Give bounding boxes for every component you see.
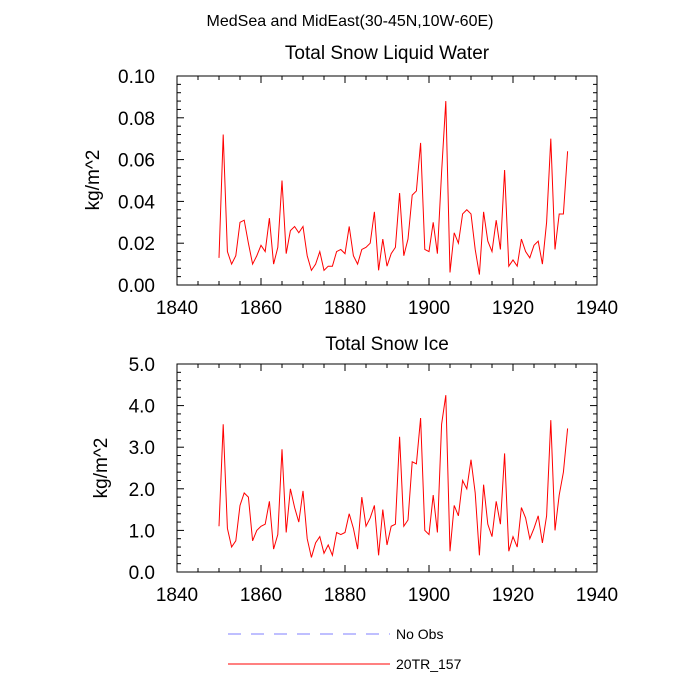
y-axis-label: kg/m^2 xyxy=(83,150,104,211)
x-tick-label: 1840 xyxy=(156,298,198,319)
chart-snow-ice: Total Snow Ice kg/m^2 1840 1860 1880 1900 19… xyxy=(91,334,618,606)
y-tick-label: 0.10 xyxy=(118,67,155,88)
legend-label-no-obs: No Obs xyxy=(396,626,443,642)
x-tick-label: 1860 xyxy=(240,585,282,606)
x-tick-label: 1940 xyxy=(576,585,618,606)
plot-frame xyxy=(176,75,598,286)
y-tick-label: 0.00 xyxy=(118,276,155,297)
x-tick-label: 1900 xyxy=(408,298,450,319)
x-tick-label: 1840 xyxy=(156,585,198,606)
y-tick-label: 0.02 xyxy=(118,234,155,255)
y-tick-label: 0.06 xyxy=(118,151,155,172)
y-tick-label: 0.0 xyxy=(129,563,155,584)
x-tick-label: 1880 xyxy=(324,298,366,319)
x-tick-label: 1920 xyxy=(492,585,534,606)
x-tick-label: 1900 xyxy=(408,585,450,606)
x-tick-label: 1920 xyxy=(492,298,534,319)
y-tick-label: 0.08 xyxy=(118,109,155,130)
figure-title: MedSea and MidEast(30-45N,10W-60E) xyxy=(207,13,494,30)
x-tick-label: 1860 xyxy=(240,298,282,319)
x-tick-label: 1880 xyxy=(324,585,366,606)
y-tick-label: 5.0 xyxy=(129,355,155,376)
y-tick-label: 3.0 xyxy=(129,438,155,459)
chart-title: Total Snow Liquid Water xyxy=(285,43,490,64)
y-tick-label: 0.04 xyxy=(118,192,155,213)
chart-liquid-water: Total Snow Liquid Water kg/m^2 1840 1860 1… xyxy=(83,43,618,319)
series-line-20tr-157 xyxy=(218,101,569,275)
legend: No Obs 20TR_157 xyxy=(228,626,462,672)
y-axis-label: kg/m^2 xyxy=(91,438,112,499)
chart-title: Total Snow Ice xyxy=(325,334,449,355)
y-tick-label: 1.0 xyxy=(129,521,155,542)
y-tick-label: 2.0 xyxy=(129,480,155,501)
x-tick-label: 1940 xyxy=(576,298,618,319)
legend-label-20tr: 20TR_157 xyxy=(396,656,462,672)
series-line-20tr-157 xyxy=(218,395,569,558)
y-tick-label: 4.0 xyxy=(129,397,155,418)
